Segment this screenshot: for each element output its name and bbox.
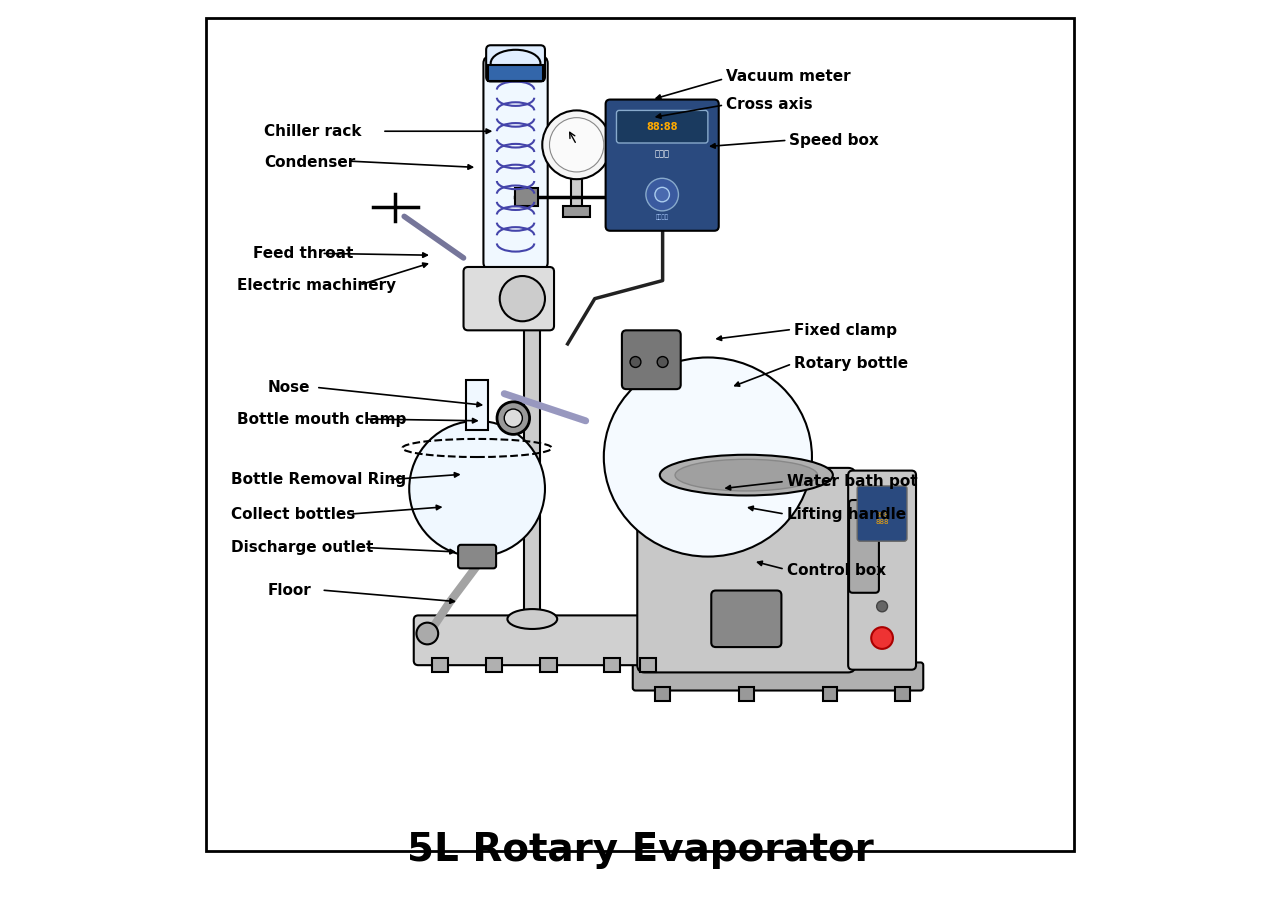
Text: Chiller rack: Chiller rack xyxy=(265,124,362,138)
FancyBboxPatch shape xyxy=(486,45,545,81)
Text: Feed throat: Feed throat xyxy=(252,246,353,261)
Circle shape xyxy=(416,623,438,644)
FancyBboxPatch shape xyxy=(463,267,554,330)
Circle shape xyxy=(646,178,678,211)
FancyBboxPatch shape xyxy=(617,110,708,143)
FancyBboxPatch shape xyxy=(849,471,916,670)
Text: Water bath pot: Water bath pot xyxy=(787,474,918,489)
Text: 88:88: 88:88 xyxy=(646,121,678,132)
Ellipse shape xyxy=(659,454,833,496)
Text: 5L Rotary Evaporator: 5L Rotary Evaporator xyxy=(407,831,873,869)
Text: Electric machinery: Electric machinery xyxy=(237,278,397,292)
Bar xyxy=(515,188,538,206)
Text: 888
888: 888 888 xyxy=(876,512,888,525)
FancyBboxPatch shape xyxy=(849,500,879,593)
Bar xyxy=(486,658,503,672)
Text: Control box: Control box xyxy=(787,563,886,577)
Text: Fixed clamp: Fixed clamp xyxy=(794,323,897,338)
Circle shape xyxy=(630,357,641,367)
Bar xyxy=(466,380,488,430)
Bar xyxy=(540,658,557,672)
Circle shape xyxy=(410,421,545,557)
Text: Rotary bottle: Rotary bottle xyxy=(794,357,908,371)
Text: Cross axis: Cross axis xyxy=(726,97,813,111)
FancyBboxPatch shape xyxy=(858,486,908,541)
Text: Condenser: Condenser xyxy=(265,156,356,170)
Ellipse shape xyxy=(675,459,818,491)
Circle shape xyxy=(655,187,669,202)
Ellipse shape xyxy=(604,357,812,557)
Text: Bottle mouth clamp: Bottle mouth clamp xyxy=(237,412,407,426)
FancyBboxPatch shape xyxy=(605,100,719,231)
Text: 品牌名称: 品牌名称 xyxy=(655,214,668,220)
Text: Nose: Nose xyxy=(268,380,310,395)
Bar xyxy=(604,658,620,672)
FancyBboxPatch shape xyxy=(413,615,658,665)
Circle shape xyxy=(504,409,522,427)
Text: Discharge outlet: Discharge outlet xyxy=(230,540,374,555)
Bar xyxy=(571,175,582,213)
Text: Bottle Removal Ring: Bottle Removal Ring xyxy=(230,472,406,487)
Bar xyxy=(525,240,540,620)
Text: Lifting handle: Lifting handle xyxy=(787,507,906,521)
Bar xyxy=(431,658,448,672)
Circle shape xyxy=(549,118,604,172)
Circle shape xyxy=(499,276,545,321)
Text: Vacuum meter: Vacuum meter xyxy=(726,70,851,84)
Circle shape xyxy=(497,402,530,434)
Ellipse shape xyxy=(507,609,557,629)
FancyBboxPatch shape xyxy=(632,662,923,691)
FancyBboxPatch shape xyxy=(622,330,681,389)
Text: 调速盒: 调速盒 xyxy=(654,149,669,158)
Text: Collect bottles: Collect bottles xyxy=(230,507,355,521)
Circle shape xyxy=(877,601,887,612)
Circle shape xyxy=(657,357,668,367)
Ellipse shape xyxy=(490,50,540,77)
Circle shape xyxy=(872,627,893,649)
Bar xyxy=(655,687,669,701)
Text: Floor: Floor xyxy=(268,583,311,597)
FancyBboxPatch shape xyxy=(712,590,781,647)
FancyBboxPatch shape xyxy=(484,56,548,270)
Bar xyxy=(895,687,910,701)
Bar xyxy=(488,65,543,81)
Circle shape xyxy=(543,110,611,179)
Bar xyxy=(640,658,657,672)
FancyBboxPatch shape xyxy=(637,468,855,672)
Bar xyxy=(563,206,590,217)
Bar xyxy=(823,687,837,701)
Text: Speed box: Speed box xyxy=(790,133,879,148)
FancyBboxPatch shape xyxy=(458,545,497,568)
Bar xyxy=(739,687,754,701)
